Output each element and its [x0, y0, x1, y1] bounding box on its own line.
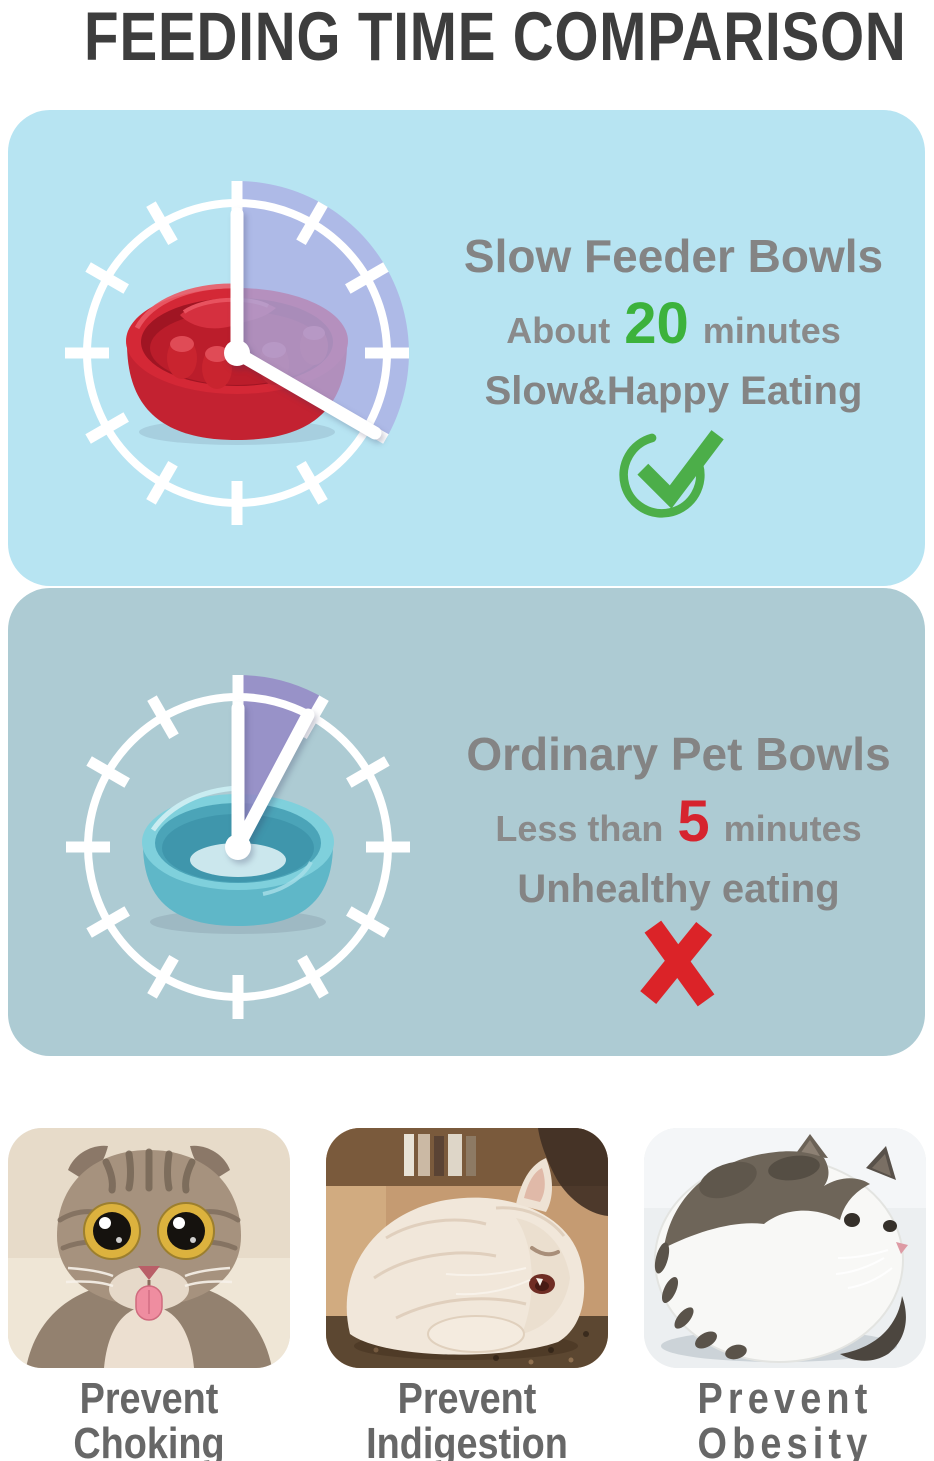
ordinary-bowl-text-block: Ordinary Pet Bowls Less than 5 minutes U…: [426, 728, 931, 1012]
fat-white-cat-photo: [644, 1128, 926, 1368]
panel-subtitle: Slow&Happy Eating: [484, 369, 863, 413]
clock-hands: [224, 207, 382, 440]
time-value: 20: [624, 291, 689, 356]
feeding-time-line: Less than 5 minutes: [426, 793, 931, 857]
cat-eyes: [83, 1202, 215, 1260]
surprised-tabby-cat-photo: [8, 1128, 290, 1368]
panel-heading: Ordinary Pet Bowls: [466, 728, 891, 780]
panel-heading: Slow Feeder Bowls: [463, 230, 884, 282]
page-title: FEEDING TIME COMPARISON: [84, 0, 907, 75]
caption-line: Indigestion: [366, 1419, 568, 1461]
caption-line: Choking: [73, 1419, 225, 1461]
feeding-time-line: About 20 minutes: [421, 295, 926, 359]
clock-20-minutes-icon: [65, 181, 409, 525]
cat-indigestion-illustration: [326, 1128, 608, 1368]
clock-hands: [225, 701, 315, 860]
time-suffix: minutes: [723, 808, 862, 849]
caption-line: Prevent: [79, 1374, 219, 1423]
caption-line: Prevent: [697, 1374, 873, 1423]
time-value: 5: [677, 789, 710, 854]
caption-line: Obesity: [697, 1419, 873, 1461]
cat-obesity-illustration: [644, 1128, 926, 1368]
slow-feeder-text-block: Slow Feeder Bowls About 20 minutes Slow&…: [421, 230, 926, 532]
cat-choking-illustration: [8, 1128, 290, 1368]
cross-icon: [639, 920, 714, 1007]
sleeping-white-cat-photo: [326, 1128, 608, 1368]
time-suffix: minutes: [702, 310, 841, 351]
benefit-caption-indigestion: Prevent Indigestion: [326, 1376, 608, 1461]
benefit-caption-choking: Prevent Choking: [8, 1376, 290, 1461]
clock-5-minutes-icon: [66, 675, 410, 1019]
panel-subtitle: Unhealthy eating: [517, 867, 840, 911]
clock-face: [65, 181, 409, 525]
check-icon: [619, 430, 724, 518]
slow-feeder-panel: Slow Feeder Bowls About 20 minutes Slow&…: [8, 110, 925, 586]
caption-line: Prevent: [397, 1374, 537, 1423]
clock-face: [66, 675, 410, 1019]
ordinary-bowl-panel: Ordinary Pet Bowls Less than 5 minutes U…: [8, 588, 925, 1056]
benefit-caption-obesity: Prevent Obesity: [644, 1376, 926, 1461]
time-prefix: About: [506, 310, 611, 351]
time-prefix: Less than: [495, 808, 664, 849]
